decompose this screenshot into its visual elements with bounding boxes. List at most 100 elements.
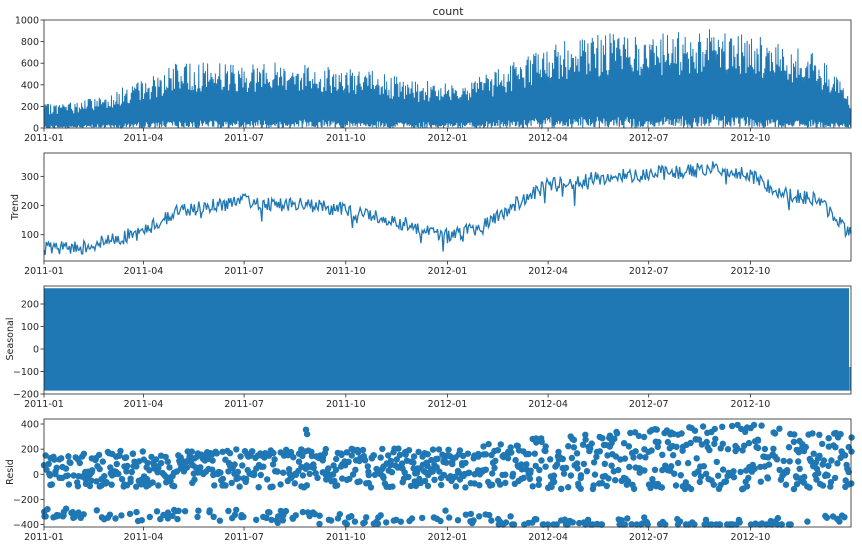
resid-point <box>316 512 323 519</box>
resid-point <box>428 456 435 464</box>
resid-point <box>801 473 808 481</box>
resid-point <box>535 481 542 489</box>
trend-ylabel: Trend <box>10 194 21 221</box>
resid-point <box>834 460 841 467</box>
resid-point <box>790 485 798 493</box>
resid-point <box>696 478 703 486</box>
resid-point <box>677 472 684 479</box>
resid-point <box>749 461 756 469</box>
resid-point <box>809 430 816 437</box>
resid-point <box>183 464 191 471</box>
resid-point <box>550 472 558 479</box>
resid-point <box>673 443 680 450</box>
resid-point <box>361 519 368 526</box>
resid-point <box>206 507 213 514</box>
resid-point <box>601 460 608 467</box>
resid-point <box>824 472 831 479</box>
resid-point <box>518 461 525 468</box>
resid-point <box>507 444 514 451</box>
resid-point <box>584 516 592 523</box>
y-tick-label: −200 <box>13 390 39 401</box>
resid-point <box>306 470 313 477</box>
y-tick-label: 200 <box>21 102 39 113</box>
resid-point <box>476 482 483 489</box>
resid-point <box>780 457 787 465</box>
x-tick-label: 2012-07 <box>629 532 669 543</box>
resid-point <box>625 443 633 450</box>
resid-point <box>437 517 444 525</box>
resid-point <box>333 482 341 489</box>
x-tick-label: 2012-04 <box>528 133 568 144</box>
x-tick-label: 2012-10 <box>731 266 771 277</box>
resid-point <box>113 460 121 468</box>
resid-point <box>322 445 329 453</box>
resid-point <box>492 457 499 464</box>
resid-point <box>716 521 724 528</box>
resid-point <box>553 461 561 468</box>
resid-point <box>411 478 418 485</box>
resid-point <box>485 440 492 448</box>
axes-frame: −400 −200 0 200 400 2011-01 2011-04 2011-07 2011… <box>13 418 852 543</box>
resid-point <box>643 518 650 526</box>
resid-point <box>536 466 543 474</box>
resid-point <box>640 433 648 441</box>
resid-point <box>612 477 619 484</box>
resid-point <box>387 457 395 465</box>
resid-point <box>745 439 753 447</box>
resid-point <box>684 459 692 467</box>
resid-point <box>287 448 295 456</box>
resid-point <box>264 476 271 483</box>
resid-point <box>209 457 216 464</box>
resid-point <box>691 521 698 528</box>
resid-point <box>570 444 578 451</box>
resid-point <box>277 481 284 488</box>
resid-point <box>138 517 145 524</box>
resid-point <box>440 471 448 479</box>
resid-point <box>445 446 452 453</box>
resid-point <box>787 521 794 528</box>
series-marks <box>44 288 851 391</box>
resid-point <box>525 450 532 458</box>
resid-point <box>559 455 566 463</box>
resid-point <box>531 450 538 457</box>
resid-point <box>225 459 233 467</box>
resid-point <box>152 456 160 463</box>
resid-point <box>462 484 469 491</box>
resid-point <box>303 430 311 438</box>
resid-point <box>482 451 489 458</box>
resid-point <box>573 460 581 467</box>
resid-point <box>702 516 710 523</box>
x-tick-label: 2011-10 <box>326 133 366 144</box>
resid-point <box>764 474 771 481</box>
resid-point <box>497 441 504 448</box>
resid-point <box>348 452 355 459</box>
resid-point <box>451 473 459 480</box>
resid-point <box>486 511 493 519</box>
resid-point <box>351 518 359 525</box>
resid-point <box>813 476 820 483</box>
resid-point <box>737 468 744 476</box>
x-tick-label: 2011-04 <box>124 266 164 277</box>
resid-point <box>819 482 827 489</box>
x-tick-label: 2011-10 <box>326 399 366 410</box>
resid-point <box>377 512 384 519</box>
resid-point <box>542 463 549 470</box>
resid-point <box>80 450 88 457</box>
x-tick-label: 2011-07 <box>224 266 264 277</box>
resid-point <box>421 477 429 485</box>
resid-point <box>774 514 782 522</box>
resid-point <box>268 516 275 524</box>
resid-point <box>233 506 240 514</box>
resid-point <box>565 484 572 491</box>
axes-border <box>43 152 852 262</box>
resid-point <box>158 459 165 467</box>
resid-point <box>761 445 769 453</box>
resid-point <box>642 454 649 461</box>
resid-point <box>544 521 552 528</box>
resid-point <box>266 509 273 516</box>
resid-point <box>706 446 713 454</box>
resid-point <box>345 458 352 465</box>
resid-point <box>679 447 686 454</box>
resid-point <box>240 513 247 520</box>
